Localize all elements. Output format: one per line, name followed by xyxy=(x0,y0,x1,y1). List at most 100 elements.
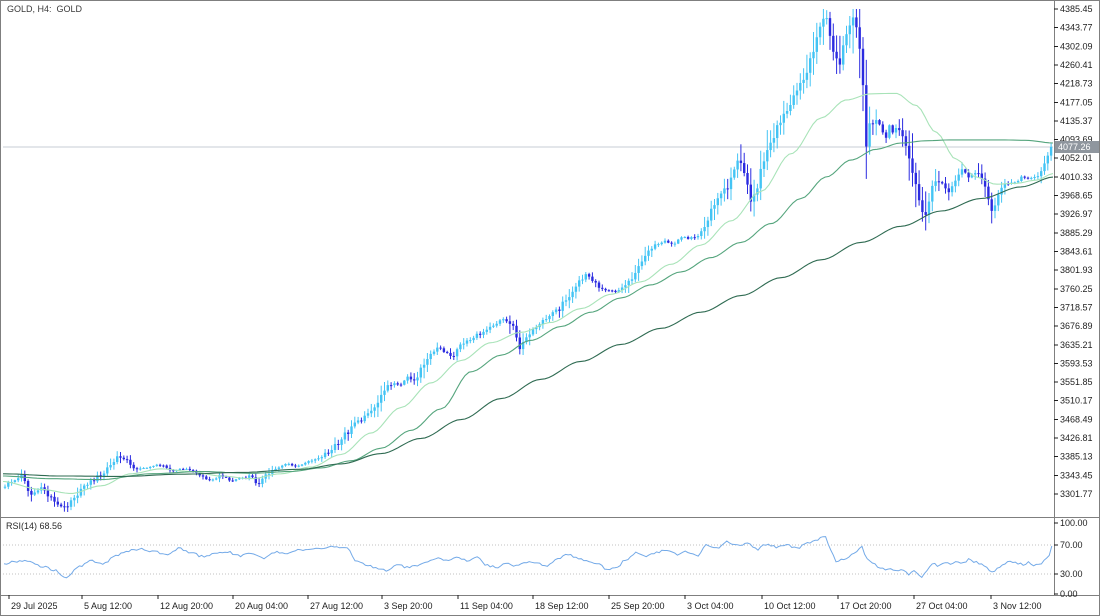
candle-body xyxy=(36,490,40,493)
candle-body xyxy=(290,463,294,466)
candle-body xyxy=(997,194,1000,206)
candle-body xyxy=(650,248,653,251)
price-tick-label: 3426.81 xyxy=(1060,433,1093,443)
candle-body xyxy=(59,504,63,507)
candle-body xyxy=(825,18,828,20)
rsi-axis[interactable]: 100.00 70.00 30.00 0.00 xyxy=(1054,518,1088,599)
candle-body xyxy=(89,480,92,485)
candle-body xyxy=(46,490,50,497)
candle-body xyxy=(884,132,888,138)
candle-body xyxy=(848,25,851,35)
rsi-indicator-label: RSI(14) 68.56 xyxy=(6,521,63,531)
candle-body xyxy=(158,464,162,466)
candle-body xyxy=(162,465,165,467)
price-tick-label: 3510.17 xyxy=(1060,396,1093,406)
candle-body xyxy=(594,280,597,283)
candle-body xyxy=(799,82,802,91)
time-tick-label: 10 Oct 12:00 xyxy=(764,601,816,611)
candle-body xyxy=(782,113,785,123)
candle-body xyxy=(558,309,561,311)
candle-body xyxy=(927,201,931,215)
candle-body xyxy=(386,385,389,391)
candle-body xyxy=(257,483,261,485)
candle-body xyxy=(937,181,941,183)
candle-body xyxy=(185,468,188,470)
price-axis[interactable]: 4385.45 4343.77 4302.09 4260.41 4218.73 4177.… xyxy=(1054,4,1093,499)
candle-body xyxy=(611,290,614,292)
time-axis[interactable]: 29 Jul 2025 5 Aug 12:00 12 Aug 20:00 20 Aug… xyxy=(8,595,1042,611)
candle-body xyxy=(350,426,353,434)
candle-body xyxy=(373,407,376,411)
candle-body xyxy=(673,243,677,245)
time-tick-label: 20 Aug 04:00 xyxy=(235,601,288,611)
candle-body xyxy=(413,379,416,381)
candle-body xyxy=(261,478,264,484)
candle-body xyxy=(13,480,17,482)
candle-body xyxy=(452,355,455,357)
candle-body xyxy=(1036,176,1040,178)
price-tick-label: 3760.25 xyxy=(1060,284,1093,294)
rsi-pane[interactable] xyxy=(3,536,1053,579)
candle-body xyxy=(145,467,149,469)
price-pane[interactable] xyxy=(1,9,1053,512)
candle-body xyxy=(191,470,195,472)
candle-body xyxy=(363,415,366,422)
rsi-tick-label: 100.00 xyxy=(1060,518,1088,528)
candle-body xyxy=(663,240,667,243)
candle-body xyxy=(545,319,548,321)
candle-body xyxy=(888,125,891,138)
price-tick-label: 3926.97 xyxy=(1060,209,1093,219)
candle-body xyxy=(977,173,980,175)
candle-body xyxy=(980,173,983,179)
candle-body xyxy=(531,329,535,335)
candle-body xyxy=(891,125,894,133)
candle-body xyxy=(762,161,766,169)
candle-body xyxy=(69,500,73,507)
candle-body xyxy=(56,501,59,505)
price-tick-label: 3843.61 xyxy=(1060,247,1093,257)
candle-body xyxy=(960,169,964,175)
candle-body xyxy=(234,479,238,481)
candle-body xyxy=(637,266,640,273)
candle-body xyxy=(690,237,693,239)
candle-body xyxy=(406,376,409,381)
candle-body xyxy=(248,475,251,478)
candle-body xyxy=(624,285,627,288)
candle-body xyxy=(254,477,257,484)
rsi-tick-label: 0.00 xyxy=(1060,589,1078,599)
candle-body xyxy=(795,90,799,96)
candle-body xyxy=(383,390,386,395)
candle-body xyxy=(512,323,515,326)
candle-body xyxy=(914,172,917,185)
candle-body xyxy=(822,18,825,27)
candle-body xyxy=(845,34,848,46)
candle-body xyxy=(505,319,508,322)
candle-body xyxy=(858,27,861,49)
time-tick-label: 5 Aug 12:00 xyxy=(84,601,132,611)
candle-body xyxy=(370,410,373,414)
candle-body xyxy=(802,79,805,83)
candle-body xyxy=(868,123,871,147)
candle-body xyxy=(772,138,776,143)
candle-body xyxy=(515,325,518,338)
candle-body xyxy=(152,465,155,467)
candle-body xyxy=(139,468,142,470)
candle-body xyxy=(419,367,422,378)
candle-body xyxy=(66,506,69,508)
candle-body xyxy=(304,462,307,465)
candle-body xyxy=(436,347,439,352)
candle-body xyxy=(492,325,495,327)
candle-body xyxy=(835,51,838,59)
candle-body xyxy=(116,456,119,463)
candle-body xyxy=(83,485,86,489)
candle-body xyxy=(1049,146,1053,156)
time-tick-label: 3 Nov 12:00 xyxy=(993,601,1042,611)
candle-body xyxy=(535,327,538,330)
candle-body xyxy=(30,490,33,495)
candle-body xyxy=(172,470,175,472)
candle-body xyxy=(842,45,845,65)
candle-body xyxy=(970,174,974,178)
candle-body xyxy=(3,486,7,488)
candle-body xyxy=(393,383,396,386)
